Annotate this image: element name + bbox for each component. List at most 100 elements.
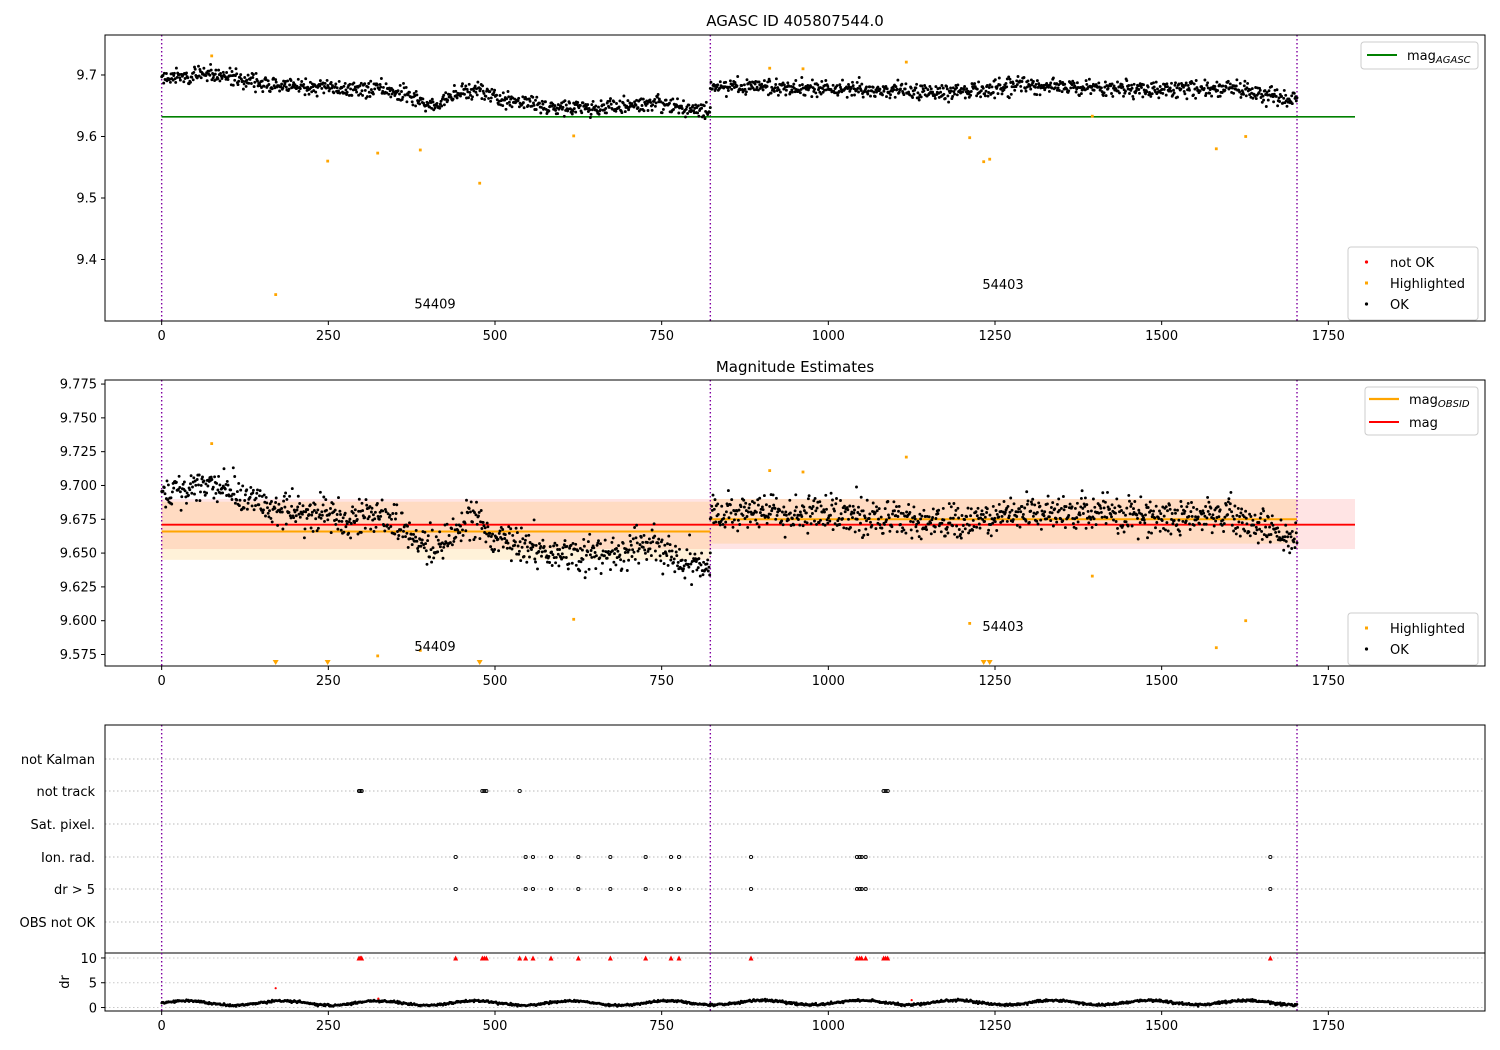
magnitude-ok-point	[312, 508, 316, 512]
magnitude-ok-point	[728, 503, 732, 507]
magnitude-ok-point	[949, 505, 953, 509]
agasc-ok-point	[1137, 88, 1141, 91]
agasc-highlighted-point	[801, 67, 805, 71]
agasc-ok-point	[728, 79, 732, 83]
agasc-ok-point	[928, 84, 932, 88]
magnitude-ok-point	[1079, 496, 1083, 500]
magnitude-ok-point	[1244, 516, 1248, 520]
magnitude-ok-point	[233, 475, 237, 478]
agasc-ok-point	[1162, 87, 1166, 91]
agasc-ok-point	[1102, 91, 1106, 95]
magnitude-ok-point	[557, 564, 561, 568]
highlighted-below-axis-marker	[272, 660, 279, 665]
magnitude-ok-point	[262, 493, 266, 497]
magnitude-legend-label: Highlighted	[1390, 622, 1465, 637]
agasc-ok-point	[1069, 86, 1073, 90]
magnitude-ok-point	[1170, 517, 1173, 521]
magnitude-ok-point	[1251, 518, 1255, 522]
magnitude-ok-point	[277, 502, 281, 506]
magnitude-ok-point	[724, 510, 728, 514]
magnitude-ok-point	[1253, 513, 1257, 517]
agasc-ok-point	[774, 77, 778, 81]
magnitude-highlighted-point	[418, 649, 422, 652]
magnitude-ok-point	[336, 527, 340, 531]
magnitude-ok-point	[1003, 511, 1007, 514]
agasc-ok-point	[728, 85, 732, 89]
agasc-ok-point	[174, 66, 178, 70]
magnitude-ok-point	[718, 523, 722, 527]
magnitude-ok-point	[246, 501, 250, 505]
magnitude-ok-point	[933, 525, 937, 529]
magnitude-ok-point	[285, 497, 289, 501]
magnitude-ok-point	[849, 526, 852, 529]
agasc-ok-point	[471, 95, 474, 99]
magnitude-ok-point	[519, 559, 523, 563]
agasc-highlighted-point	[572, 134, 576, 138]
magnitude-ok-point	[163, 492, 167, 496]
agasc-ok-point	[580, 111, 584, 115]
magnitude-ok-point	[503, 533, 507, 537]
agasc-ok-point	[1110, 82, 1114, 86]
agasc-ok-point	[251, 73, 255, 77]
agasc-ok-point	[1149, 94, 1153, 98]
magnitude-ok-point	[507, 531, 511, 535]
magnitude-ok-point	[490, 547, 494, 551]
agasc-ok-point	[857, 90, 860, 94]
magnitude-ok-point	[582, 544, 586, 548]
agasc-ok-point	[661, 107, 665, 111]
magnitude-ytick-label: 9.775	[60, 378, 97, 393]
flag-row-label: dr > 5	[54, 883, 95, 898]
magnitude-ok-point	[754, 518, 758, 522]
highlighted-below-axis-marker	[980, 660, 987, 665]
magnitude-ok-point	[1269, 533, 1273, 536]
magnitude-ok-point	[865, 498, 869, 502]
magnitude-ok-point	[408, 537, 412, 541]
agasc-ok-point	[377, 88, 381, 91]
agasc-ok-point	[1192, 82, 1196, 86]
agasc-ok-point	[1056, 86, 1060, 90]
magnitude-ok-point	[1190, 514, 1194, 518]
agasc-ok-point	[253, 80, 257, 84]
agasc-ok-point	[1129, 88, 1133, 92]
magnitude-ok-point	[837, 516, 841, 520]
magnitude-ok-point	[428, 555, 432, 559]
agasc-ok-point	[1264, 105, 1268, 108]
agasc-ok-point	[300, 80, 304, 83]
magnitude-ok-point	[1205, 516, 1209, 520]
agasc-ok-point	[1152, 85, 1156, 89]
magnitude-ok-point	[547, 554, 551, 558]
magnitude-ok-point	[702, 560, 706, 564]
magnitude-ok-point	[625, 548, 629, 552]
magnitude-ok-point	[911, 520, 915, 524]
magnitude-ok-point	[1089, 509, 1093, 513]
magnitude-ok-point	[513, 543, 517, 547]
agasc-ok-point	[352, 81, 356, 85]
agasc-ok-point	[162, 81, 166, 85]
magnitude-ok-point	[1294, 531, 1298, 535]
magnitude-ok-point	[1227, 497, 1231, 501]
agasc-ok-point	[539, 111, 543, 115]
magnitude-ok-point	[1179, 500, 1183, 503]
magnitude-ok-point	[924, 525, 928, 529]
magnitude-ok-point	[1142, 518, 1146, 522]
agasc-ok-point	[288, 83, 292, 87]
magnitude-ok-point	[626, 550, 630, 554]
magnitude-ok-point	[540, 550, 544, 554]
magnitude-ok-point	[1260, 529, 1264, 533]
magnitude-ok-point	[445, 522, 449, 526]
magnitude-ok-point	[945, 525, 949, 529]
agasc-ok-point	[322, 91, 326, 95]
magnitude-ok-point	[666, 563, 670, 567]
agasc-ok-point	[892, 88, 896, 92]
agasc-ok-point	[646, 109, 650, 112]
agasc-highlighted-point	[988, 157, 992, 161]
agasc-ok-point	[482, 91, 486, 95]
magnitude-ok-point	[1089, 517, 1093, 521]
magnitude-ok-point	[951, 516, 955, 520]
agasc-ok-point	[776, 93, 780, 97]
agasc-ok-point	[1208, 91, 1212, 95]
agasc-ok-point	[963, 96, 967, 100]
agasc-ok-point	[900, 82, 904, 86]
magnitude-ok-point	[434, 535, 438, 539]
